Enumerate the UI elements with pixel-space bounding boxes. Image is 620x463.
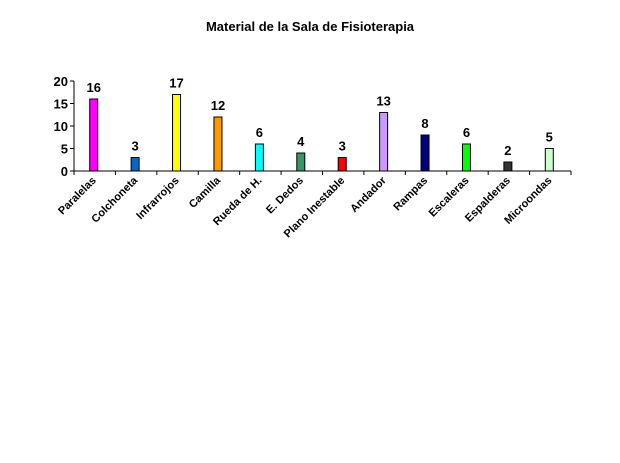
data-labels: 16 3 17 12 6 4 3 13 8 6 2 5 [86,76,552,159]
x-tick-label: Camilla [187,174,224,211]
data-label: 3 [339,139,346,154]
y-tick-label: 20 [54,74,68,89]
bar [254,143,264,172]
bar [461,143,471,172]
x-tick-label: Paralelas [56,175,99,218]
data-label: 17 [169,76,183,91]
axes: 0 5 10 15 20 [54,74,572,179]
y-tick-label: 10 [54,119,68,134]
chart-title: Material de la Sala de Fisioterapia [206,19,415,34]
y-tick-label: 0 [61,164,68,179]
bar [544,148,554,172]
y-tick-label: 15 [54,97,68,112]
x-tick-label: Rampas [391,175,430,214]
data-label: 6 [256,125,263,140]
data-label: 2 [504,143,511,158]
data-label: 8 [421,116,428,131]
bar [130,157,140,172]
data-label: 16 [86,80,100,95]
bar [296,152,306,172]
bar [213,116,223,172]
data-label: 6 [463,125,470,140]
bar [172,94,182,172]
x-tick-label: Escaleras [427,175,472,220]
x-tick-label: Infrarrojos [134,175,181,222]
bar [420,134,430,172]
bar [379,112,389,172]
bar [337,157,347,172]
y-tick-label: 5 [61,142,68,157]
data-label: 5 [546,130,553,145]
data-label: 4 [297,134,305,149]
data-label: 3 [132,139,139,154]
data-label: 12 [211,98,225,113]
bar [89,98,99,172]
data-label: 13 [376,94,390,109]
bars [89,94,554,172]
x-tick-label: Andador [348,174,389,215]
bar [503,161,513,172]
x-tick-label: E. Dedos [264,175,306,217]
